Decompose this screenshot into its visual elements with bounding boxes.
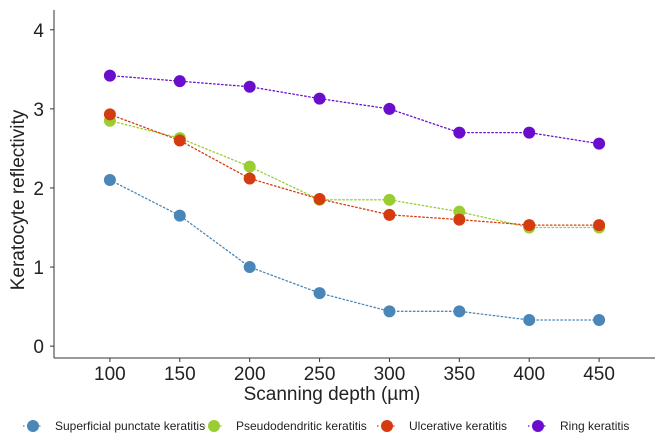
legend-label: Ring keratitis <box>560 419 629 433</box>
data-point <box>593 314 606 327</box>
x-tick-label: 300 <box>374 364 406 385</box>
data-point <box>313 287 326 300</box>
data-point <box>243 172 256 185</box>
legend-key-marker <box>27 420 39 432</box>
data-point <box>243 160 256 173</box>
data-point <box>453 126 466 139</box>
data-point <box>593 219 606 232</box>
y-ticks: 0 1 2 3 4 <box>33 21 54 358</box>
series-line-2 <box>109 113 600 226</box>
data-point <box>243 261 256 274</box>
data-point <box>103 108 116 121</box>
data-point <box>453 305 466 318</box>
data-point <box>173 209 186 222</box>
data-point <box>173 134 186 147</box>
x-tick-label: 250 <box>304 364 336 385</box>
x-tick-label: 350 <box>443 364 475 385</box>
series-line-3 <box>109 74 600 145</box>
series-lines <box>109 74 600 321</box>
data-point <box>103 174 116 187</box>
data-point <box>383 102 396 115</box>
y-tick-label: 2 <box>33 179 44 200</box>
data-point <box>173 75 186 88</box>
x-tick-label: 400 <box>513 364 545 385</box>
data-point <box>243 80 256 93</box>
legend-label: Pseudodendritic keratitis <box>236 419 367 433</box>
axes <box>53 10 655 359</box>
y-tick-label: 3 <box>33 100 44 121</box>
x-axis-title: Scanning depth (µm) <box>244 384 421 405</box>
y-axis-title: Keratocyte reflectivity <box>8 109 29 290</box>
data-point <box>453 213 466 226</box>
data-point <box>523 219 536 232</box>
y-tick-label: 1 <box>33 258 44 279</box>
data-point <box>383 305 396 318</box>
data-point <box>103 69 116 82</box>
legend-key-marker <box>381 420 393 432</box>
legend-key-marker <box>532 420 544 432</box>
series-line-0 <box>109 179 600 321</box>
x-tick-label: 100 <box>94 364 126 385</box>
legend-key-marker <box>208 420 220 432</box>
data-point <box>593 137 606 150</box>
data-point <box>523 126 536 139</box>
data-point <box>383 208 396 221</box>
y-tick-label: 0 <box>33 337 44 358</box>
x-ticks: 100 150 200 250 300 350 400 450 <box>94 358 615 385</box>
legend: Superficial punctate keratitis Pseudodend… <box>23 419 629 433</box>
series-line-1 <box>109 120 600 229</box>
y-tick-label: 4 <box>33 21 44 42</box>
series-points <box>103 69 606 327</box>
legend-label: Superficial punctate keratitis <box>55 419 205 433</box>
x-tick-label: 200 <box>234 364 266 385</box>
data-point <box>523 314 536 327</box>
data-point <box>313 193 326 206</box>
x-tick-label: 450 <box>583 364 615 385</box>
legend-label: Ulcerative keratitis <box>409 419 507 433</box>
x-tick-label: 150 <box>164 364 196 385</box>
data-point <box>383 193 396 206</box>
data-point <box>313 92 326 105</box>
